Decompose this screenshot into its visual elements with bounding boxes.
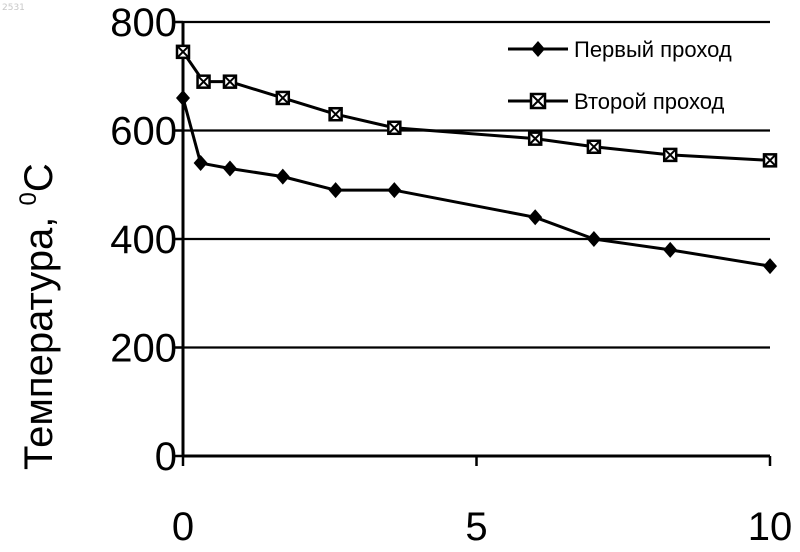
y-tick-label-800: 800: [110, 1, 177, 45]
series-2-point-5: [387, 120, 402, 136]
legend-label-series-1: Первый проход: [574, 37, 732, 62]
series-2-point-0: [175, 44, 191, 60]
corner-label: 2531: [2, 3, 25, 13]
series-2-point-4: [328, 106, 343, 122]
series-group: [175, 44, 778, 275]
series-1-point-8: [663, 241, 678, 258]
y-tick-label-200: 200: [110, 327, 177, 371]
legend-label-series-2: Второй проход: [574, 89, 725, 114]
y-tick-label-600: 600: [110, 110, 177, 154]
series-1-point-9: [763, 258, 777, 275]
series-1-point-5: [387, 182, 402, 199]
series-line-2: [181, 50, 771, 162]
series-1-point-1: [193, 155, 208, 172]
y-tick-label-0: 0: [155, 435, 177, 479]
y-axis-label-unit: C: [17, 163, 61, 192]
x-tick-label-5: 5: [465, 505, 487, 549]
series-2-point-6: [527, 131, 543, 146]
gridlines: [175, 20, 772, 466]
y-tick-labels: 0 200 400 600 800: [110, 1, 177, 479]
x-tick-labels: 0 5 10: [172, 505, 792, 549]
y-axis-label: Температура, 0C: [15, 163, 61, 470]
series-1-point-3: [275, 168, 290, 185]
series-1-point-0: [176, 89, 190, 106]
legend-marker-series-1: [531, 41, 545, 57]
series-1-point-2: [222, 160, 237, 177]
series-2-point-1: [196, 74, 211, 89]
series-1-point-4: [328, 182, 343, 199]
legend-marker-series-2: [529, 92, 547, 110]
series-2-point-3: [275, 90, 291, 106]
series-2-point-2: [222, 74, 238, 89]
y-axis-label-text: Температура,: [17, 206, 61, 471]
series-2-point-9: [762, 153, 778, 168]
x-tick-label-10: 10: [748, 505, 793, 549]
x-tick-label-0: 0: [172, 505, 194, 549]
series-1-point-7: [586, 231, 601, 247]
series-line-1: [181, 97, 771, 268]
series-1-point-6: [528, 209, 543, 226]
y-axis-label-degree: 0: [15, 192, 42, 205]
series-2-point-8: [662, 147, 678, 163]
legend: Первый проход Второй проход: [495, 28, 770, 120]
series-2-point-7: [586, 139, 602, 155]
y-tick-label-400: 400: [110, 218, 177, 262]
